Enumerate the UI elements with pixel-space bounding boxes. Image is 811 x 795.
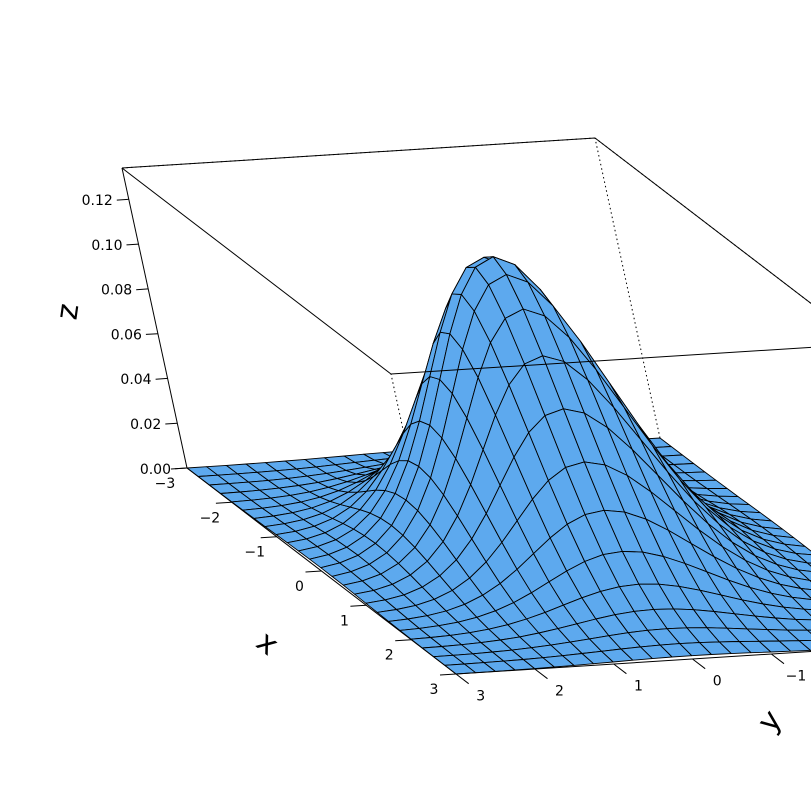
- y-tick-mark: [455, 673, 470, 685]
- z-tick-label: 0.02: [130, 417, 161, 433]
- z-tick-label: 0.08: [101, 283, 132, 299]
- x-tick-label: −2: [200, 510, 221, 526]
- z-tick-mark: [126, 243, 139, 246]
- y-tick-label: 3: [476, 689, 485, 705]
- surface-facet: [800, 588, 811, 599]
- z-tick-mark: [145, 333, 158, 335]
- box-edge-back-vertical: [594, 137, 661, 439]
- z-tick-label: 0.10: [91, 238, 122, 254]
- x-tick-mark: [305, 570, 322, 573]
- z-tick-label: 0.12: [82, 193, 113, 209]
- box-edge-back-top-right: [594, 137, 811, 305]
- y-tick-label: 2: [555, 684, 564, 700]
- x-tick-mark: [170, 467, 188, 470]
- box-edge-top-front-left: [121, 167, 392, 375]
- x-tick-mark: [350, 604, 367, 607]
- x-tick-mark: [395, 639, 412, 642]
- z-tick-mark: [116, 198, 129, 201]
- x-tick-mark: [260, 536, 277, 539]
- x-tick-mark: [215, 501, 232, 504]
- y-tick-label: 1: [634, 679, 643, 695]
- x-tick-label: 1: [340, 613, 349, 629]
- x-tick-label: 3: [430, 682, 439, 698]
- y-tick-label: 0: [713, 674, 722, 690]
- x-axis-title: x: [250, 624, 286, 663]
- box-edge-top-right: [594, 137, 811, 305]
- surface-facet: [806, 562, 811, 567]
- z-tick-label: 0.06: [111, 327, 142, 343]
- x-tick-label: 0: [295, 579, 304, 595]
- z-tick-mark: [165, 422, 178, 425]
- x-tick-label: −3: [155, 476, 176, 492]
- z-tick-label: 0.00: [140, 462, 171, 478]
- box-edge-top-left: [121, 137, 596, 169]
- surface-mesh: [186, 256, 811, 675]
- z-tick-label: 0.04: [120, 372, 151, 388]
- x-tick-label: 2: [385, 648, 394, 664]
- x-tick-label: −1: [244, 545, 265, 561]
- y-tick-mark: [692, 658, 706, 670]
- y-tick-mark: [613, 663, 627, 675]
- y-tick-label: −1: [786, 669, 807, 685]
- box-edge-left-vertical: [121, 167, 188, 469]
- z-axis-title: z: [49, 301, 86, 321]
- z-tick-mark: [136, 288, 149, 291]
- z-tick-mark: [155, 377, 168, 380]
- x-tick-mark: [439, 673, 457, 676]
- y-axis-title: y: [751, 703, 790, 739]
- surface-facet: [806, 629, 811, 634]
- y-tick-mark: [770, 653, 785, 665]
- axis-ticks: 0.000.020.040.060.080.100.12−3−2−10123−3…: [82, 193, 807, 705]
- y-tick-mark: [534, 668, 548, 680]
- box-edge-top-front-right: [390, 346, 811, 375]
